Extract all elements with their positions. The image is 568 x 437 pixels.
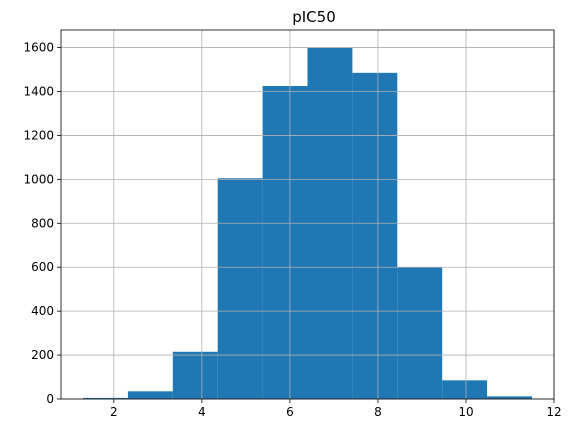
y-tick-label-1: 200 <box>31 348 54 362</box>
y-tick-label-7: 1400 <box>23 85 54 99</box>
x-tick-label-4: 10 <box>458 405 473 419</box>
y-tick-label-2: 400 <box>31 304 54 318</box>
histogram-bar-9 <box>487 396 532 399</box>
histogram-bar-7 <box>397 267 443 399</box>
y-tick-label-8: 1600 <box>23 41 54 55</box>
histogram-bar-0 <box>83 397 128 399</box>
histogram-bar-2 <box>172 351 218 399</box>
y-tick-label-0: 0 <box>46 392 54 406</box>
x-tick-label-3: 8 <box>374 405 382 419</box>
y-axis-ticks: 0 200 400 600 800 1000 1200 1400 1600 <box>23 41 61 406</box>
axes-frame <box>60 29 555 400</box>
histogram-bar-1 <box>127 391 173 399</box>
histogram-bar-6 <box>352 72 398 400</box>
x-tick-label-5: 12 <box>546 405 561 419</box>
y-tick-label-3: 600 <box>31 260 54 274</box>
x-tick-label-1: 4 <box>198 405 206 419</box>
axes <box>60 29 555 400</box>
x-tick-label-2: 6 <box>286 405 294 419</box>
chart-title: pIC50 <box>292 8 336 26</box>
y-tick-label-5: 1000 <box>23 172 54 186</box>
x-axis-ticks: 2 4 6 8 10 12 <box>110 399 562 419</box>
histogram-bar-4 <box>262 86 308 400</box>
y-tick-label-4: 800 <box>31 216 54 230</box>
y-tick-label-6: 1200 <box>23 128 54 142</box>
histogram-bar-3 <box>217 178 263 399</box>
histogram-bar-8 <box>442 380 488 399</box>
x-tick-label-0: 2 <box>110 405 118 419</box>
